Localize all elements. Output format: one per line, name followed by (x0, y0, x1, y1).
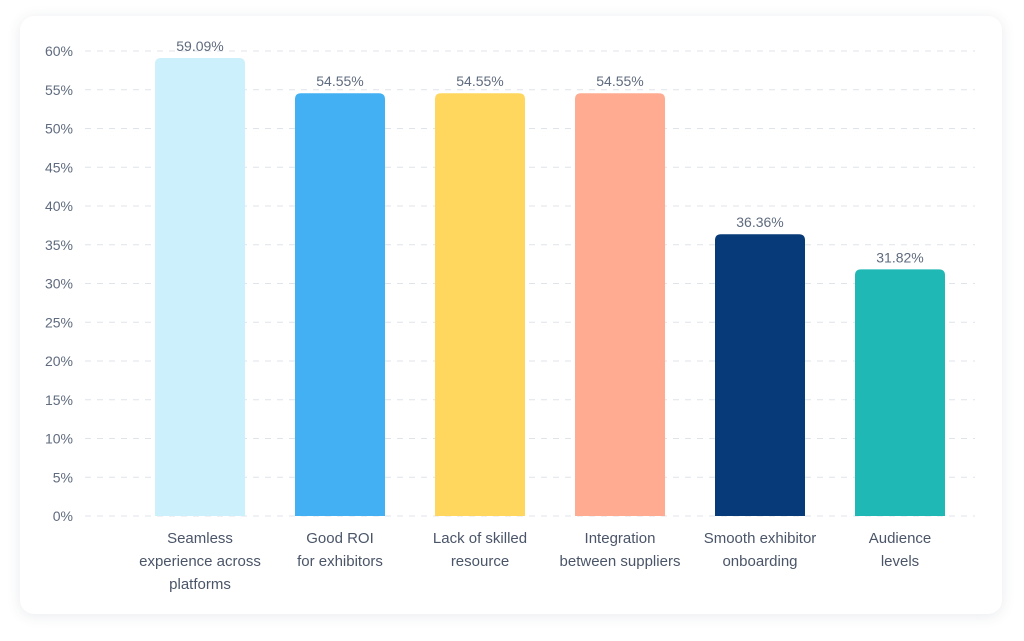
x-tick-label-line: experience across (139, 553, 261, 570)
x-tick-label-line: Lack of skilled (433, 530, 527, 547)
x-tick-label-line: platforms (169, 576, 231, 593)
x-tick-label-line: Smooth exhibitor (704, 530, 817, 547)
x-tick-label-line: levels (881, 553, 919, 570)
y-tick-label: 5% (53, 469, 73, 485)
x-tick-label: Integration between suppliers (560, 530, 681, 570)
x-tick-label: Audience levels (869, 530, 932, 570)
y-tick-label: 55% (45, 82, 73, 98)
x-tick-label-line: resource (451, 553, 509, 570)
bar (435, 93, 525, 517)
y-tick-label: 20% (45, 353, 73, 369)
y-tick-label: 0% (53, 508, 73, 524)
x-tick-label: Good ROI for exhibitors (297, 530, 383, 570)
x-tick-label-line: Audience (869, 530, 932, 547)
y-tick-label: 50% (45, 121, 73, 137)
x-tick-label-line: Integration (585, 530, 656, 547)
data-label: 31.82% (876, 249, 923, 265)
data-labels: 59.09% 54.55% 54.55% 54.55% 36.36% 31.82% (176, 38, 923, 265)
y-tick-label: 45% (45, 159, 73, 175)
x-tick-label: Seamless experience across platforms (139, 530, 261, 593)
x-tick-label: Lack of skilled resource (433, 530, 527, 570)
x-tick-label-line: between suppliers (560, 553, 681, 570)
y-tick-label: 60% (45, 43, 73, 59)
data-label: 59.09% (176, 38, 223, 54)
x-tick-label-line: for exhibitors (297, 553, 383, 570)
y-tick-label: 30% (45, 276, 73, 292)
y-tick-label: 25% (45, 314, 73, 330)
y-axis-ticks: 0% 5% 10% 15% 20% 25% 30% 35% 40% 45% 50% 55% 60% (45, 43, 73, 524)
x-tick-label-line: onboarding (722, 553, 797, 570)
y-tick-label: 40% (45, 198, 73, 214)
x-axis-labels: Seamless experience across platforms Good R… (139, 530, 931, 593)
bars (155, 58, 945, 517)
data-label: 54.55% (456, 73, 503, 89)
bar (855, 269, 945, 516)
data-label: 54.55% (596, 73, 643, 89)
bar (575, 93, 665, 517)
y-tick-label: 10% (45, 431, 73, 447)
x-tick-label-line: Good ROI (306, 530, 374, 547)
bar (295, 93, 385, 517)
y-tick-label: 35% (45, 237, 73, 253)
bar (715, 234, 805, 516)
bar (155, 58, 245, 517)
data-label: 36.36% (736, 214, 783, 230)
y-tick-label: 15% (45, 392, 73, 408)
x-tick-label-line: Seamless (167, 530, 233, 547)
x-tick-label: Smooth exhibitor onboarding (704, 530, 817, 570)
data-label: 54.55% (316, 73, 363, 89)
